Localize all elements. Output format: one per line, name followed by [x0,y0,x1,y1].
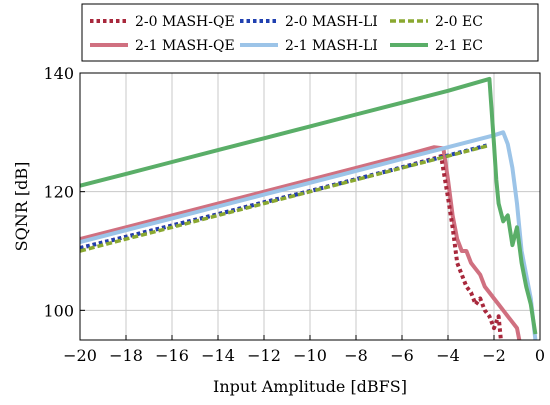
y-tick-label: 120 [43,183,74,202]
x-tick-label: −12 [247,346,281,365]
x-tick-label: −14 [201,346,235,365]
y-axis-title: SQNR [dB] [12,162,31,252]
x-tick-label: −4 [436,346,460,365]
series-line-2-0-ec [80,143,490,253]
series-line-2-0-mash-qe [80,154,503,340]
y-tick-label: 140 [43,64,74,83]
legend-entry: 2-1 MASH-LI [285,38,378,54]
x-tick-label: −20 [63,346,97,365]
legend-entry: 2-0 MASH-LI [285,14,378,30]
x-tick-label: −16 [155,346,189,365]
series-line-2-1-mash-li [80,130,538,340]
x-tick-label: −18 [109,346,143,365]
x-tick-label: 0 [535,346,545,365]
x-tick-label: −8 [344,346,368,365]
x-tick-label: −2 [482,346,506,365]
legend-entry: 2-0 MASH-QE [135,14,235,30]
grid [79,72,541,340]
series-lines [80,76,538,340]
series-line-2-1-ec [80,76,538,335]
legend-entry: 2-0 EC [435,14,483,30]
x-axis-title: Input Amplitude [dBFS] [213,377,407,396]
y-tick-label: 100 [43,301,74,320]
legend: 2-0 MASH-QE 2-0 MASH-LI 2-0 EC 2-1 MASH-QE 2… [81,3,539,62]
legend-box [81,3,539,62]
legend-entry: 2-1 MASH-QE [135,38,235,54]
legend-entry: 2-1 EC [435,38,483,54]
x-tick-label: −6 [390,346,414,365]
series-line-2-1-mash-qe [80,145,522,340]
x-tick-label: −10 [293,346,327,365]
